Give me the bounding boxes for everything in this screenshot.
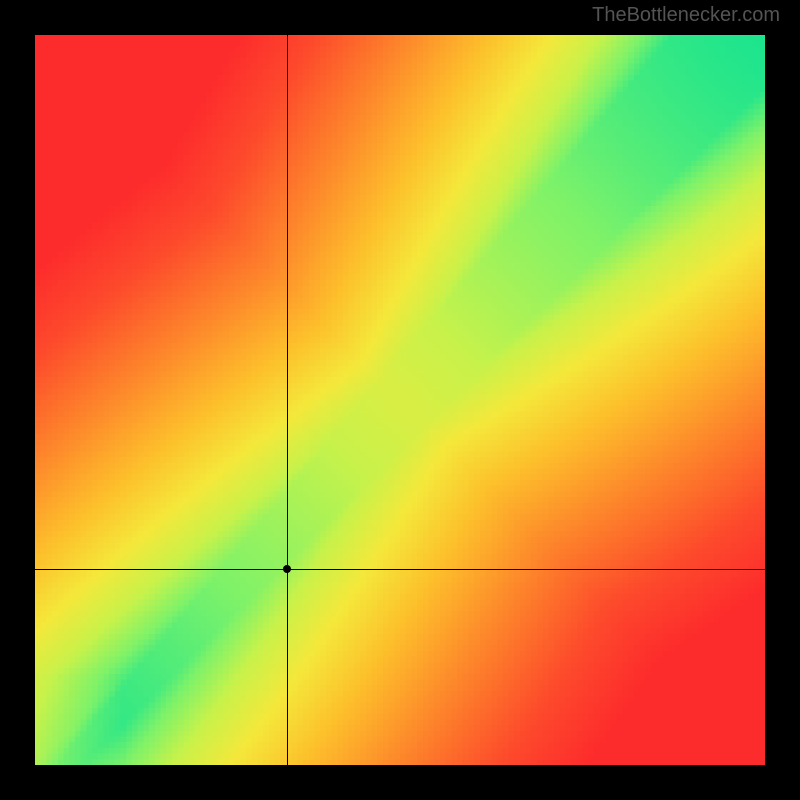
crosshair-marker <box>283 565 291 573</box>
heatmap-canvas <box>35 35 765 765</box>
attribution-text: TheBottlenecker.com <box>592 4 780 27</box>
bottleneck-heatmap <box>35 35 765 765</box>
crosshair-horizontal <box>35 569 765 570</box>
crosshair-vertical <box>287 35 288 765</box>
